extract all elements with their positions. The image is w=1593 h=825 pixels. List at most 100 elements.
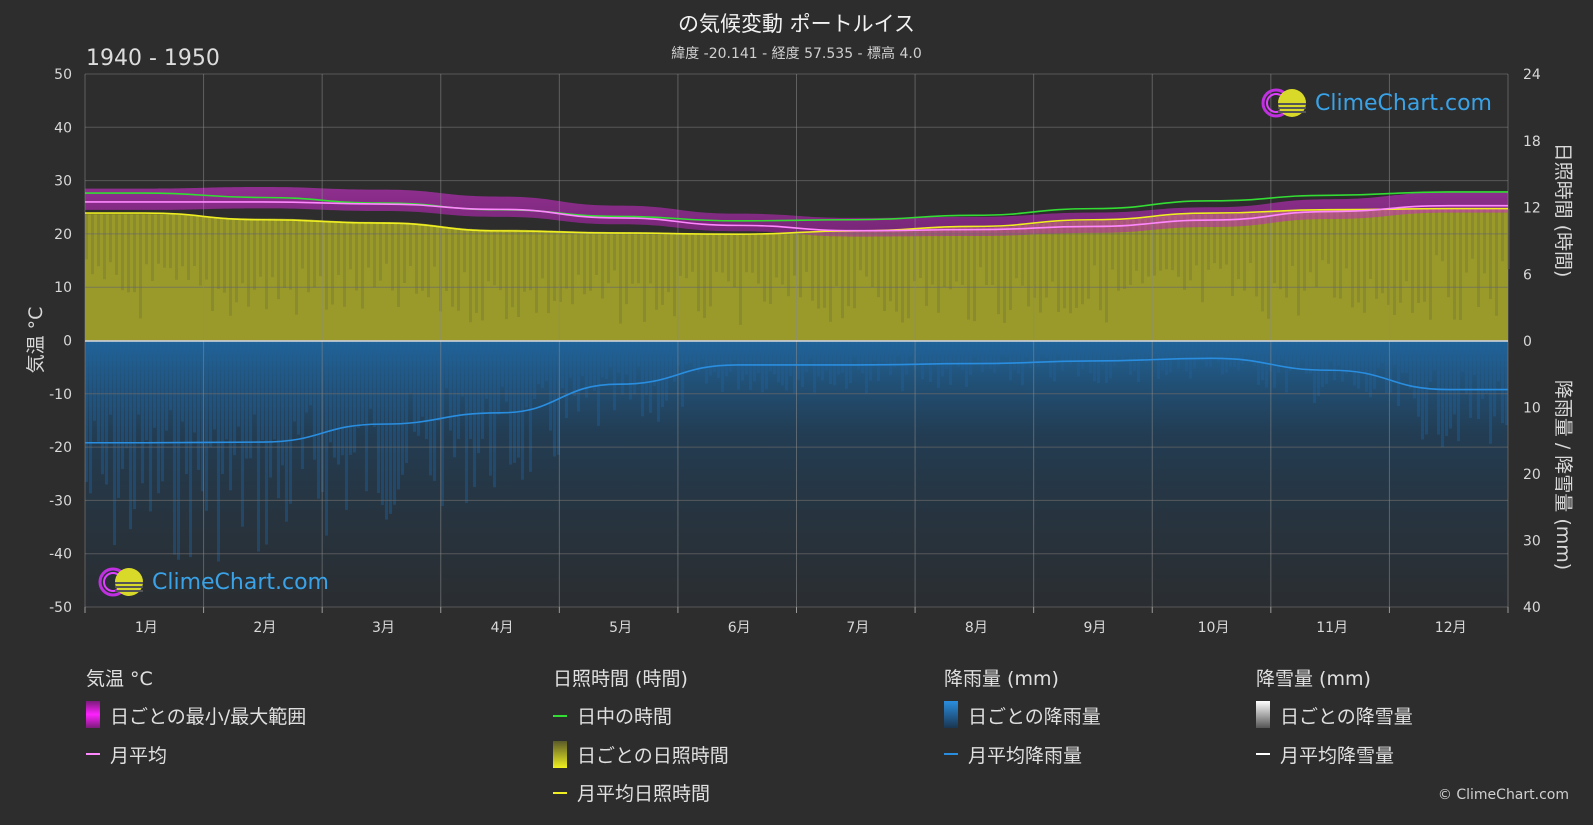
rain-daily-bar: [997, 341, 1000, 367]
rain-daily-bar: [685, 341, 688, 365]
legend-rain-daily-swatch: [944, 701, 958, 728]
period-label: 1940 - 1950: [86, 46, 220, 71]
rain-daily-bar: [689, 341, 692, 363]
sunshine-daily-bar: [1183, 215, 1186, 290]
sunshine-daily-bar: [1405, 208, 1408, 282]
sunshine-daily-bar: [181, 215, 184, 267]
rain-daily-bar: [697, 341, 700, 373]
rain-daily-bar: [1345, 341, 1348, 374]
sunshine-daily-bar: [769, 233, 772, 304]
sunshine-daily-bar: [841, 231, 844, 319]
rain-daily-bar: [933, 341, 936, 366]
sunshine-daily-bar: [1393, 209, 1396, 315]
rain-daily-bar: [389, 341, 392, 514]
sunshine-daily-bar: [487, 229, 490, 282]
rain-daily-bar: [1005, 341, 1008, 357]
rain-daily-bar: [129, 341, 132, 530]
rain-daily-bar: [1101, 341, 1104, 366]
rain-daily-bar: [861, 341, 864, 374]
sunshine-daily-bar: [745, 234, 748, 273]
rain-daily-bar: [441, 341, 444, 506]
rain-daily-bar: [1181, 341, 1184, 356]
sunshine-daily-bar: [991, 227, 994, 285]
copyright: © ClimeChart.com: [1437, 787, 1569, 803]
rain-daily-bar: [1149, 341, 1152, 362]
rain-daily-bar: [1017, 341, 1020, 374]
rain-daily-bar: [1265, 341, 1268, 388]
logo-bottom[interactable]: ClimeChart.com: [96, 565, 329, 599]
rain-daily-bar: [1473, 341, 1476, 375]
sunshine-daily-bar: [1087, 220, 1090, 299]
sunshine-daily-bar: [1447, 208, 1450, 298]
rain-daily-bar: [573, 341, 576, 396]
rain-daily-bar: [353, 341, 356, 453]
rain-daily-bar: [433, 341, 436, 481]
rain-daily-bar: [185, 341, 188, 475]
rain-daily-bar: [1133, 341, 1136, 371]
rain-daily-bar: [453, 341, 456, 458]
rain-daily-bar: [761, 341, 764, 393]
logo-top[interactable]: ClimeChart.com: [1259, 86, 1492, 120]
rain-daily-bar: [229, 341, 232, 491]
rain-daily-bar: [281, 341, 284, 466]
rain-daily-bar: [329, 341, 332, 443]
rain-daily-bar: [1497, 341, 1500, 382]
legend-sunshine-avg-swatch: [553, 792, 567, 794]
sunshine-daily-bar: [1009, 226, 1012, 310]
rain-daily-bar: [581, 341, 584, 376]
rain-daily-bar: [657, 341, 660, 422]
rain-daily-bar: [661, 341, 664, 407]
rain-daily-bar: [1253, 341, 1256, 366]
sunshine-daily-bar: [697, 233, 700, 312]
sunshine-daily-bar: [523, 229, 526, 292]
legend-sunshine-daily: 日ごとの日照時間: [577, 745, 729, 767]
legend-temp-range-swatch: [86, 701, 100, 728]
sunshine-daily-bar: [667, 232, 670, 293]
sunshine-daily-bar: [397, 222, 400, 307]
sunshine-daily-bar: [1375, 209, 1378, 299]
rain-daily-bar: [189, 341, 192, 558]
y-left-tick: -10: [49, 387, 72, 403]
rain-daily-bar: [869, 341, 872, 381]
sunshine-daily-bar: [247, 218, 250, 307]
sunshine-daily-bar: [469, 228, 472, 323]
sunshine-daily-bar: [301, 219, 304, 269]
legend-temp-range: 日ごとの最小/最大範囲: [110, 706, 307, 728]
rain-daily-bar: [141, 341, 144, 484]
sunshine-daily-bar: [313, 219, 316, 288]
sunshine-daily-bar: [1165, 216, 1168, 270]
rain-daily-bar: [221, 341, 224, 474]
sunshine-daily-bar: [655, 232, 658, 310]
rain-daily-bar: [589, 341, 592, 387]
rain-daily-bar: [1373, 341, 1376, 390]
rain-daily-bar: [857, 341, 860, 370]
rain-daily-bar: [417, 341, 420, 436]
rain-daily-bar: [889, 341, 892, 376]
sunshine-daily-bar: [1321, 209, 1324, 261]
sunshine-daily-bar: [337, 220, 340, 275]
rain-daily-bar: [1213, 341, 1216, 355]
rain-daily-bar: [425, 341, 428, 440]
rain-daily-bar: [161, 341, 164, 482]
sunshine-daily-bar: [901, 229, 904, 323]
sunshine-daily-bar: [121, 214, 124, 291]
x-tick: 6月: [728, 620, 751, 636]
rain-daily-bar: [233, 341, 236, 456]
sunshine-daily-bar: [955, 227, 958, 282]
sunshine-daily-bar: [559, 230, 562, 302]
rain-daily-bar: [753, 341, 756, 382]
rain-daily-bar: [777, 341, 780, 383]
y-right-bottom-label: 降雨量 / 降雪量 (mm): [1552, 380, 1574, 570]
legend-snow-avg: 月平均降雪量: [1280, 745, 1395, 767]
sunshine-daily-bar: [385, 222, 388, 264]
rain-daily-bar: [665, 341, 668, 401]
sunshine-daily-bar: [1027, 224, 1030, 307]
sunshine-daily-bar: [1231, 213, 1234, 296]
y-right-top-tick: 12: [1523, 201, 1541, 217]
sunshine-daily-bar: [1033, 224, 1036, 298]
rain-daily-bar: [513, 341, 516, 463]
rain-daily-bar: [601, 341, 604, 378]
rain-daily-bar: [1025, 341, 1028, 358]
sunshine-daily-bar: [1435, 208, 1438, 256]
legend-daylight-swatch: [553, 715, 567, 717]
